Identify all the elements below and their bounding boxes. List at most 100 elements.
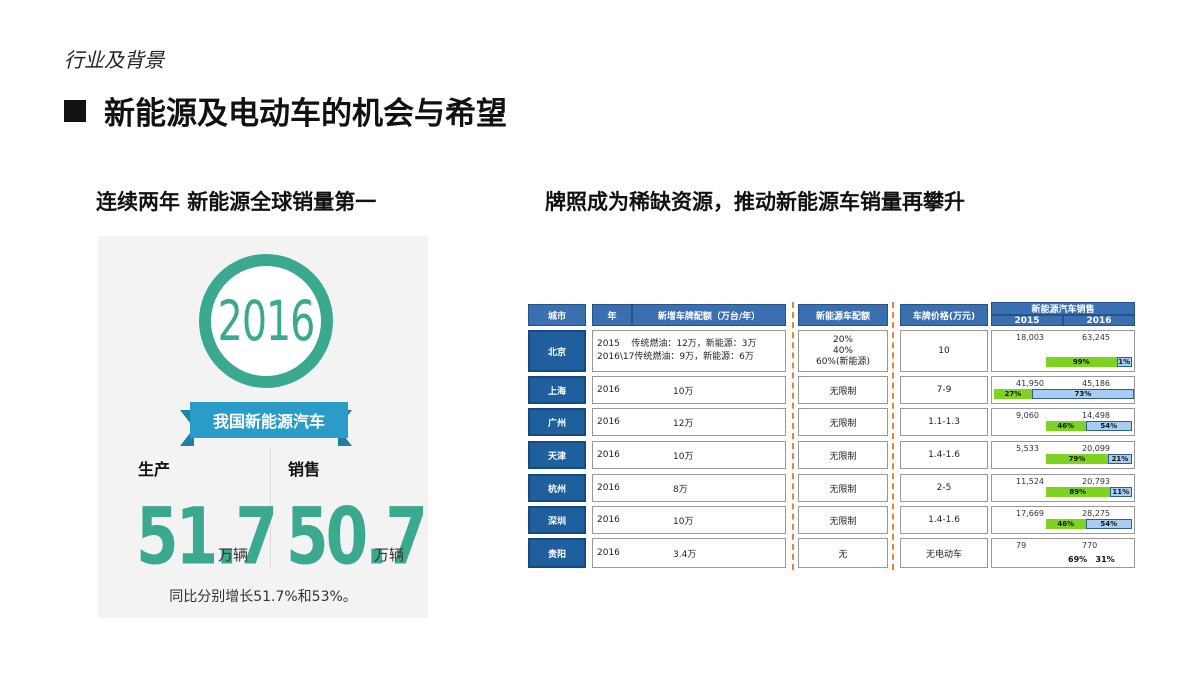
quota-text: 8万 [673,484,688,495]
price-cell: 10 [900,330,988,372]
price-cell: 1.4-1.6 [900,441,988,469]
ev-quota-cell: 无限制 [798,506,888,534]
share-bar-blue: 1% [1116,357,1132,367]
share-bar-green: 99% [1046,357,1117,367]
square-bullet-icon [64,99,86,122]
sales-2015: 41,950 [1016,379,1044,388]
price-cell: 2-5 [900,474,988,502]
header-year: 年 [592,304,632,326]
share-bar: 99% 1% [1046,357,1132,367]
sales-2016: 63,245 [1082,333,1110,342]
ev-quota-line: 20% [832,334,853,345]
right-heading: 牌照成为稀缺资源，推动新能源车销量再攀升 [545,190,965,214]
quota-text: 传统燃油：12万，新能源：3万 [619,339,757,349]
sales-label: 销售 [288,460,321,479]
city-cell: 上海 [528,376,586,404]
year-text: 2016 [597,417,620,427]
quota-detail-cell: 2016 10万 [592,376,786,404]
sales-cell: 9,060 14,498 46% 54% [991,408,1135,436]
page-title-text: 新能源及电动车的机会与希望 [104,96,507,132]
share-bar-blue: 54% [1085,519,1132,529]
share-bar: 46% 54% [1046,421,1132,431]
quota-line-1: 2015 传统燃油：12万，新能源：3万 [597,338,757,351]
share-bar: 89% 11% [1046,487,1132,497]
ev-quota-cell: 无限制 [798,376,888,404]
city-cell: 杭州 [528,474,586,502]
quota-line-2: 2016\17传统燃油：9万，新能源：6万 [597,351,754,364]
year-badge-inner [211,266,321,376]
sales-value: 50.7 [286,492,428,583]
sales-2015: 18,003 [1016,333,1044,342]
sales-cell: 17,669 28,275 46% 54% [991,506,1135,534]
year-text: 2016 [597,483,620,493]
price-cell: 7-9 [900,376,988,404]
share-bar: 46% 54% [1046,519,1132,529]
header-price: 车牌价格(万元) [900,304,988,326]
ev-quota-cell: 无限制 [798,474,888,502]
city-cell: 天津 [528,441,586,469]
year-text: 2016 [597,450,620,460]
year-text: 2016 [597,548,620,558]
share-bar: 27% 73% [994,389,1134,399]
quota-text: 3.4万 [673,549,697,560]
sales-2016: 14,498 [1082,411,1110,420]
sales-cell: 79 770 69% 31% [991,538,1135,568]
price-cell: 1.4-1.6 [900,506,988,534]
price-cell: 1.1-1.3 [900,408,988,436]
quota-detail-cell: 2016 3.4万 [592,538,786,568]
price-cell: 无电动车 [900,538,988,568]
ev-quota-cell: 20% 40% 60%(新能源) [798,330,888,372]
header-ev-sales: 新能源汽车销售 [991,302,1135,315]
share-bar-green: 27% [994,389,1032,399]
quota-text: 10万 [673,516,694,527]
city-cell: 深圳 [528,506,586,534]
production-label: 生产 [138,460,171,479]
city-cell: 贵阳 [528,538,586,568]
sales-2015: 11,524 [1016,477,1044,486]
share-p2: 31% [1095,555,1115,564]
share-bar-blue: 21% [1107,454,1132,464]
share-bar-green: 79% [1046,454,1108,464]
share-bar: 79% 21% [1046,454,1132,464]
sales-2015: 9,060 [1016,411,1039,420]
growth-note: 同比分别增长51.7%和53%。 [169,589,357,605]
ev-quota-cell: 无限制 [798,408,888,436]
sales-2015: 79 [1016,541,1027,550]
ev-quota-line: 40% [832,345,853,356]
sales-2016: 28,275 [1082,509,1110,518]
city-cell: 北京 [528,330,586,372]
year-text: 2016\17 [597,352,635,362]
quota-detail-cell: 2016 8万 [592,474,786,502]
sales-2016: 20,099 [1082,444,1110,453]
header-2016: 2016 [1063,315,1135,326]
production-value: 51.7 [136,492,278,583]
left-heading: 连续两年 新能源全球销量第一 [96,190,377,214]
ev-quota-cell: 无 [798,538,888,568]
badge-year: 2016 [217,289,316,353]
header-ev-quota: 新能源车配额 [798,304,888,326]
share-p1: 69% [1068,555,1088,564]
quota-detail-cell: 2015 传统燃油：12万，新能源：3万 2016\17传统燃油：9万，新能源：6… [592,330,786,372]
header-city: 城市 [528,304,586,326]
sales-cell: 18,003 63,245 99% 1% [991,330,1135,372]
production-unit: 万辆 [218,546,249,564]
sales-cell: 41,950 45,186 27% 73% [991,376,1135,404]
share-split: 69% 31% [1068,555,1115,564]
page-title: 新能源及电动车的机会与希望 [64,88,507,133]
stat-divider [270,448,271,568]
share-bar-blue: 54% [1085,421,1132,431]
ev-quota-cell: 无限制 [798,441,888,469]
share-bar-green: 46% [1046,519,1086,529]
share-bar-green: 89% [1046,487,1110,497]
sales-unit: 万辆 [374,546,405,564]
header-2015: 2015 [991,315,1063,326]
ev-infographic: 2016 我国新能源汽车 生产 销售 51.7 万辆 50.7 万辆 同比分别增… [98,236,428,618]
sales-2015: 17,669 [1016,509,1044,518]
section-label: 行业及背景 [64,48,164,72]
quota-detail-cell: 2016 10万 [592,506,786,534]
year-text: 2015 [597,339,620,349]
share-bar-green: 46% [1046,421,1086,431]
ev-quota-line: 60%(新能源) [815,356,871,367]
sales-2015: 5,533 [1016,444,1039,453]
quota-text: 10万 [673,451,694,462]
